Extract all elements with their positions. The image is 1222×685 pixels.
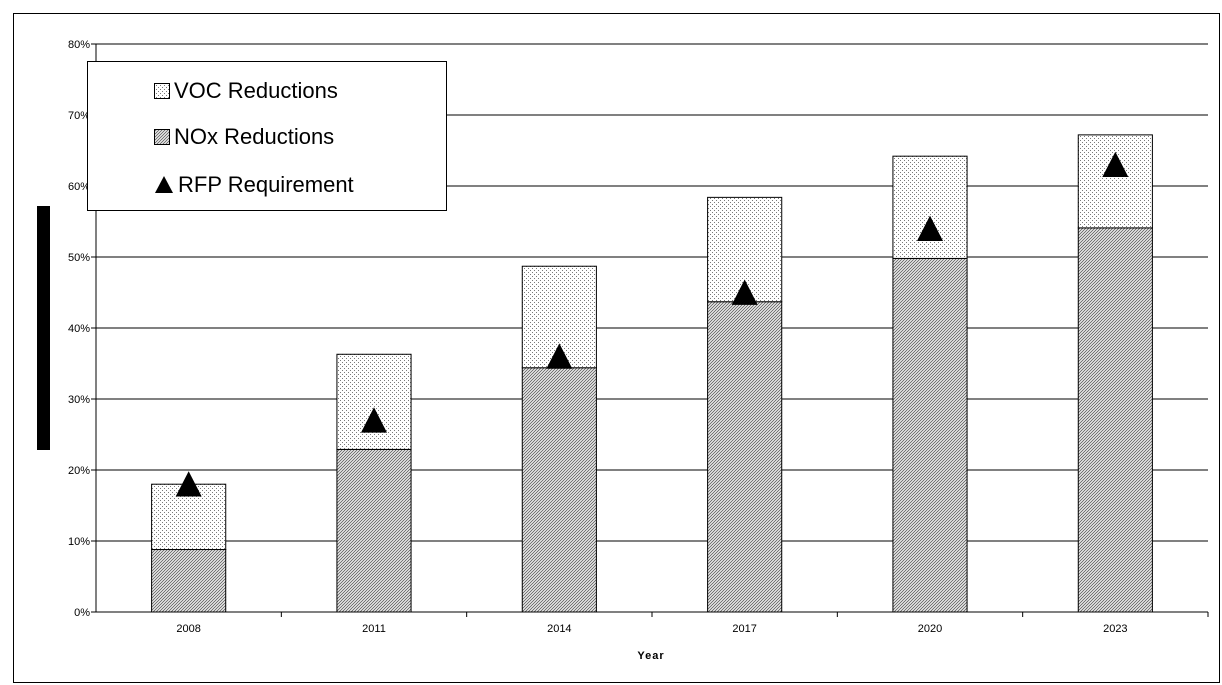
y-tick-label: 60% <box>68 181 90 193</box>
x-tick-label: 2017 <box>732 623 756 635</box>
y-tick-label: 40% <box>68 323 90 335</box>
bar-nox <box>1077 227 1153 613</box>
bar-voc <box>1077 134 1153 229</box>
markers <box>175 151 1129 497</box>
x-tick-label: 2020 <box>918 623 942 635</box>
legend: VOC Reductions NOx Reductions RFP Requir… <box>87 61 447 211</box>
hatched-square-icon <box>154 129 170 145</box>
bar-voc <box>336 353 412 450</box>
legend-item-voc: VOC Reductions <box>154 76 338 106</box>
y-tick-label: 80% <box>68 39 90 51</box>
y-axis-title-bar <box>37 206 50 450</box>
y-tick-label: 10% <box>68 536 90 548</box>
marker-rfp <box>546 343 573 369</box>
x-tick-label: 2014 <box>547 623 571 635</box>
y-tick-label: 70% <box>68 110 90 122</box>
legend-label-rfp: RFP Requirement <box>178 172 354 197</box>
y-tick-label: 0% <box>74 607 90 619</box>
bar-nox <box>892 257 968 613</box>
axes: 0% 10% 20% 30% 40% 50% 60% 70% 80% 2008 2011 2014 20… <box>68 39 1209 635</box>
marker-rfp <box>917 215 943 241</box>
legend-label-nox: NOx Reductions <box>174 124 335 149</box>
legend-label-voc: VOC Reductions <box>174 78 338 103</box>
y-tick-label: 50% <box>68 252 90 264</box>
triangle-icon <box>155 176 173 193</box>
dotted-square-icon <box>154 83 170 99</box>
y-tick-label: 20% <box>68 465 90 477</box>
marker-rfp <box>1102 151 1129 178</box>
bars <box>151 134 1153 613</box>
bar-nox <box>151 549 227 613</box>
marker-rfp <box>361 407 387 433</box>
y-tick-label: 30% <box>68 394 90 406</box>
x-tick-label: 2011 <box>362 623 386 635</box>
legend-item-nox: NOx Reductions <box>154 122 334 152</box>
bar-nox <box>521 367 597 613</box>
marker-rfp <box>731 279 758 305</box>
x-axis-title: Year <box>637 650 664 662</box>
marker-rfp <box>175 471 202 497</box>
bar-voc <box>892 155 968 259</box>
x-tick-label: 2008 <box>176 623 200 635</box>
legend-item-rfp: RFP Requirement <box>154 170 354 200</box>
x-tick-label: 2023 <box>1103 623 1127 635</box>
bar-nox <box>336 448 412 613</box>
grid-lines <box>96 43 1208 542</box>
bar-nox <box>707 301 783 613</box>
